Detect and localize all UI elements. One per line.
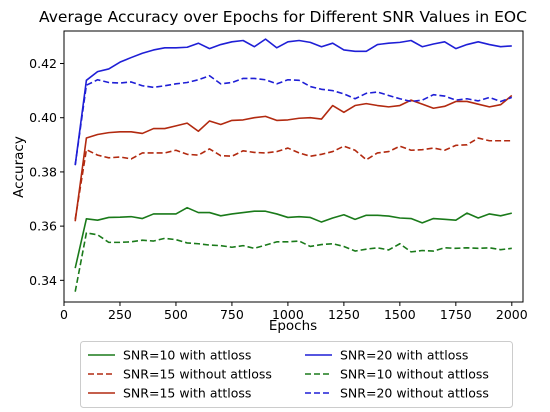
series-line-2 <box>74 232 512 292</box>
x-tick-label: 1750 <box>440 307 472 322</box>
y-tick-label: 0.40 <box>29 110 57 125</box>
legend: SNR=10 with attloss SNR=15 without attlos… <box>80 341 513 408</box>
legend-label: SNR=10 without attloss <box>340 367 489 382</box>
legend-label: SNR=15 with attloss <box>123 386 251 401</box>
legend-label: SNR=15 without attloss <box>123 367 272 382</box>
y-tick-label: 0.38 <box>29 164 57 179</box>
y-tick-label: 0.42 <box>29 56 57 71</box>
x-tick-label: 1500 <box>384 307 416 322</box>
x-tick-label: 500 <box>164 307 188 322</box>
x-tick-label: 1000 <box>272 307 304 322</box>
series-line-6 <box>74 74 513 166</box>
plot-area: 0 250 500 750 1000 1250 1500 1750 2000 0.34 0.36 0.… <box>29 30 528 322</box>
series-line-5 <box>74 38 512 166</box>
legend-label: SNR=10 with attloss <box>123 348 251 363</box>
x-tick-label: 1250 <box>328 307 360 322</box>
legend-label: SNR=20 without attloss <box>340 386 489 401</box>
x-tick-label: 750 <box>220 307 244 322</box>
x-tick-label: 0 <box>60 307 68 322</box>
legend-label: SNR=20 with attloss <box>340 348 468 363</box>
series-line-1 <box>74 206 512 269</box>
series-line-4 <box>74 137 512 220</box>
series-line-3 <box>74 94 513 222</box>
legend-box <box>80 341 513 408</box>
x-axis-label: Epochs <box>269 318 317 334</box>
x-tick-label: 250 <box>108 307 132 322</box>
y-tick-label: 0.34 <box>29 273 57 288</box>
x-tick-label: 2000 <box>496 307 528 322</box>
plot-frame <box>63 30 524 303</box>
y-tick-label: 0.36 <box>29 219 57 234</box>
chart-title: Average Accuracy over Epochs for Differe… <box>39 8 527 26</box>
y-axis-label: Accuracy <box>11 136 27 198</box>
